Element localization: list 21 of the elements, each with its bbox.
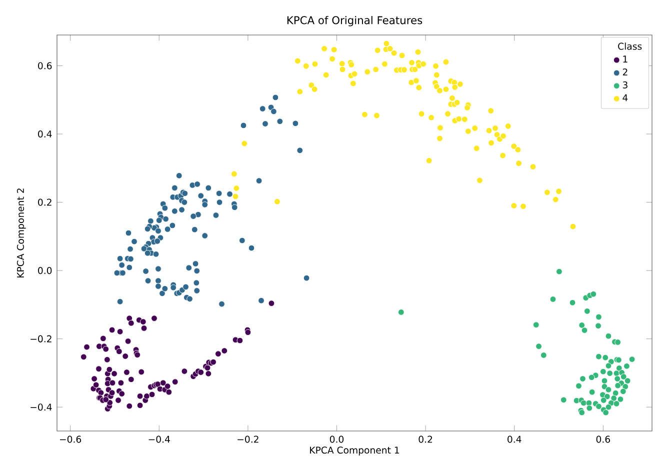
x-tick-label: −0.6 — [60, 436, 82, 443]
x-axis-title: KPCA Component 1 — [310, 446, 399, 456]
y-tick-label: 0.4 — [38, 130, 52, 138]
y-tick-label: −0.4 — [30, 404, 52, 411]
legend-label: 4 — [622, 94, 628, 102]
x-tick-label: −0.4 — [148, 436, 170, 443]
chart-title: KPCA of Original Features — [287, 16, 422, 26]
y-tick-label: 0.2 — [38, 198, 52, 206]
legend-label: 3 — [622, 81, 628, 88]
legend-label: 1 — [623, 56, 628, 62]
x-tick-label: 0.6 — [596, 436, 610, 443]
x-tick-label: 0.4 — [508, 436, 522, 443]
y-tick-label: 0.6 — [38, 62, 52, 70]
legend-title: Class — [618, 42, 642, 50]
legend-label: 2 — [622, 68, 628, 76]
y-tick-label: 0.0 — [38, 267, 52, 274]
y-tick-label: −0.2 — [30, 335, 52, 342]
x-tick-label: 0.2 — [418, 436, 432, 443]
x-tick-label: 0.0 — [330, 436, 344, 443]
x-tick-label: −0.2 — [238, 436, 258, 443]
y-axis-title: KPCA Component 2 — [16, 188, 26, 278]
